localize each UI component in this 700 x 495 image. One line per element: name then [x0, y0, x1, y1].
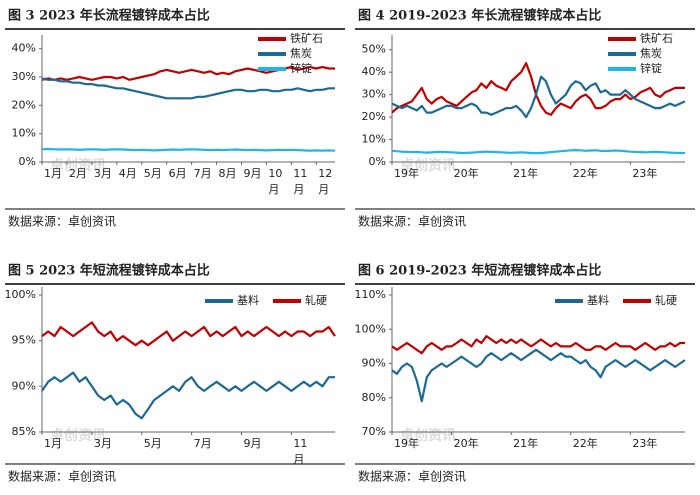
y-tick-label: 100%	[5, 288, 36, 301]
x-tick-label: 21年	[513, 436, 538, 450]
legend-label: 铁矿石	[640, 32, 673, 45]
series-line	[391, 348, 686, 403]
y-tick-label: 30%	[12, 70, 36, 83]
series-line	[41, 77, 335, 100]
y-tick-label: 80%	[362, 391, 386, 404]
x-tick-label: 22年	[573, 436, 598, 450]
source: 数据来源：卓创资讯	[8, 469, 116, 484]
x-tick-label: 1月	[44, 167, 62, 180]
x-tick-label: 3月	[94, 437, 112, 450]
legend-label: 焦炭	[640, 47, 662, 60]
y-tick-label: 20%	[12, 98, 36, 111]
chart-title: 图 4 2019-2023 年长流程镀锌成本占比	[358, 8, 601, 24]
x-tick-label: 11 月	[293, 167, 307, 196]
y-tick-label: 110%	[355, 288, 386, 301]
y-tick-label: 0%	[369, 155, 386, 168]
watermark: 卓创资讯	[400, 157, 456, 174]
x-tick-label: 23年	[632, 436, 657, 450]
y-tick-label: 50%	[362, 43, 386, 56]
y-tick-label: 90%	[362, 357, 386, 370]
x-tick-label: 2月	[69, 167, 87, 180]
legend-label: 锌锭	[640, 61, 662, 75]
y-tick-label: 40%	[362, 65, 386, 78]
y-tick-label: 95%	[12, 334, 36, 347]
x-tick-label: 11 月	[293, 437, 307, 466]
x-tick-label: 3月	[94, 167, 112, 180]
y-tick-label: 10%	[12, 127, 36, 140]
x-tick-label: 12 月	[318, 167, 332, 196]
y-tick-label: 90%	[12, 379, 36, 392]
series-line	[41, 321, 336, 347]
y-tick-label: 20%	[362, 110, 386, 123]
x-tick-label: 19年	[394, 436, 419, 450]
x-tick-label: 5月	[144, 167, 162, 180]
x-tick-label: 4月	[119, 167, 137, 180]
series-line	[41, 371, 335, 420]
y-tick-label: 100%	[355, 322, 386, 335]
series-line	[41, 147, 336, 152]
x-tick-label: 21年	[513, 166, 538, 180]
source: 数据来源：卓创资讯	[358, 469, 466, 484]
legend-label: 轧硬	[305, 293, 327, 307]
source: 数据来源：卓创资讯	[358, 214, 466, 229]
x-tick-label: 1月	[44, 437, 62, 450]
x-tick-label: 20年	[454, 166, 479, 180]
y-tick-label: 40%	[12, 42, 36, 55]
legend-label: 铁矿石	[290, 32, 323, 45]
x-tick-label: 10 月	[268, 167, 282, 196]
chart-title: 图 5 2023 年短流程镀锌成本占比	[8, 263, 210, 279]
series-line	[391, 75, 686, 119]
series-line	[41, 66, 335, 81]
y-tick-label: 10%	[362, 133, 386, 146]
x-tick-label: 22年	[573, 166, 598, 180]
x-tick-label: 7月	[194, 437, 212, 450]
legend-label: 焦炭	[290, 47, 312, 60]
legend-label: 锌锭	[290, 61, 312, 75]
legend-label: 基料	[237, 293, 259, 307]
x-tick-label: 9月	[243, 167, 261, 180]
x-tick-label: 19年	[394, 166, 419, 180]
x-tick-label: 7月	[194, 167, 212, 180]
y-tick-label: 0%	[19, 155, 36, 168]
y-tick-label: 70%	[362, 425, 386, 438]
legend-label: 基料	[587, 293, 609, 307]
x-tick-label: 9月	[243, 437, 261, 450]
series-line	[391, 335, 685, 355]
x-tick-label: 20年	[454, 436, 479, 450]
x-tick-label: 5月	[144, 437, 162, 450]
series-line	[391, 149, 685, 155]
series-line	[391, 62, 685, 116]
watermark: 卓创资讯	[50, 427, 106, 444]
chart-title: 图 3 2023 年长流程镀锌成本占比	[8, 8, 210, 24]
y-tick-label: 85%	[12, 425, 36, 438]
source: 数据来源：卓创资讯	[8, 214, 116, 229]
watermark: 卓创资讯	[400, 427, 456, 444]
x-tick-label: 23年	[632, 166, 657, 180]
chart-title: 图 6 2019-2023 年短流程镀锌成本占比	[358, 263, 601, 279]
watermark: 卓创资讯	[50, 157, 106, 174]
y-tick-label: 30%	[362, 88, 386, 101]
x-tick-label: 6月	[169, 167, 187, 180]
legend-label: 轧硬	[655, 293, 677, 307]
x-tick-label: 8月	[219, 167, 237, 180]
